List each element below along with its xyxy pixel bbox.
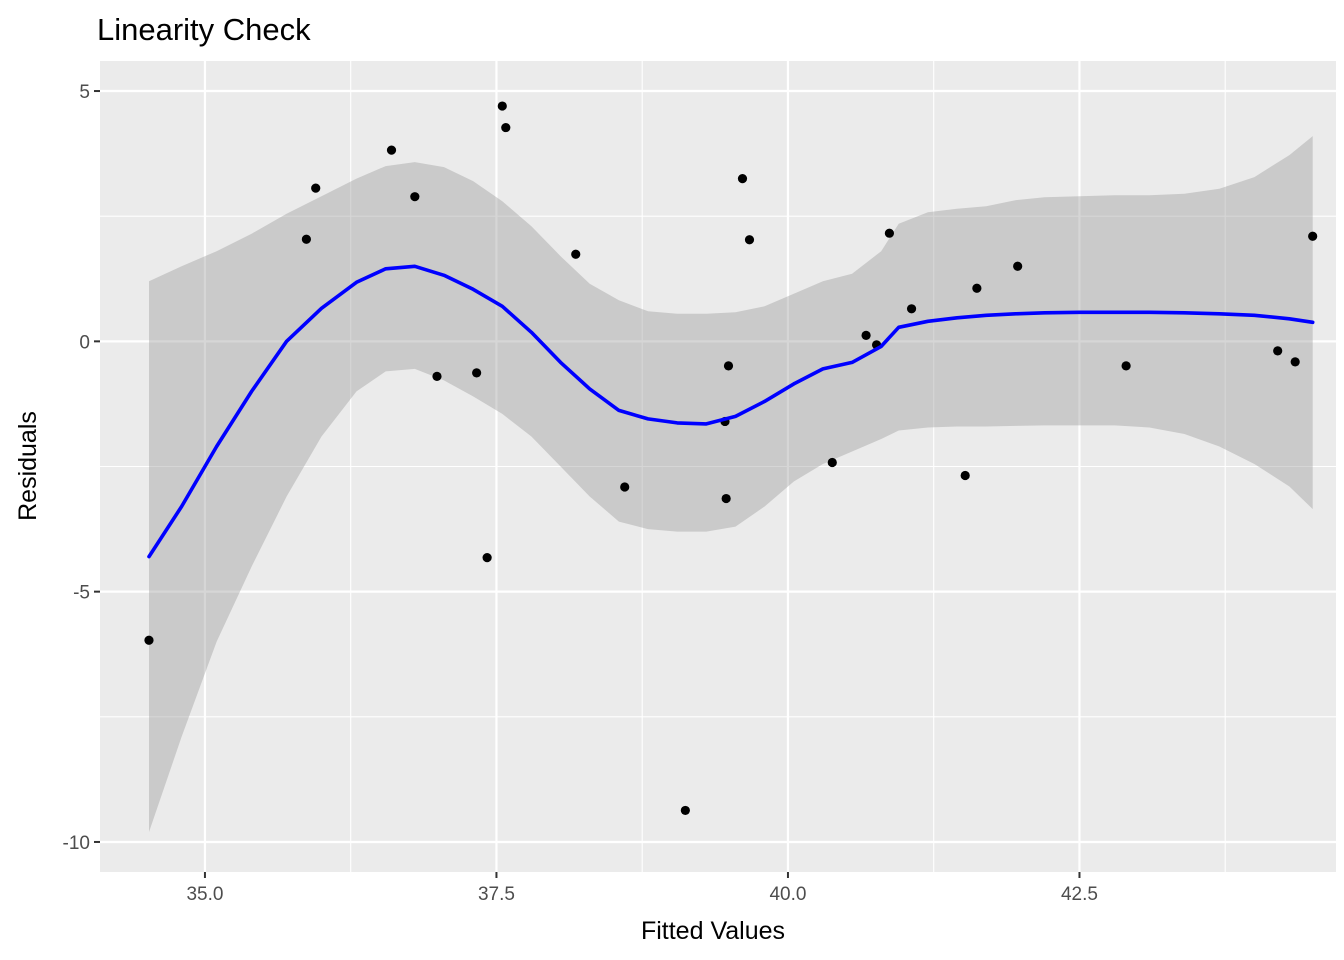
data-point <box>571 249 581 259</box>
data-point <box>1308 231 1318 241</box>
data-point <box>1273 346 1283 356</box>
data-point <box>311 183 321 193</box>
grid-major <box>100 61 1336 872</box>
y-axis-ticks: 5 0 -5 -10 <box>63 82 100 854</box>
data-point <box>1290 357 1300 367</box>
x-tick-label: 40.0 <box>769 884 806 905</box>
data-point <box>721 493 731 504</box>
data-point <box>906 304 917 314</box>
data-point <box>472 368 482 378</box>
data-point <box>744 235 755 245</box>
y-tick-label: -10 <box>63 833 90 854</box>
data-point <box>497 101 507 111</box>
x-axis-ticks: 35.0 37.5 40.0 42.5 <box>186 872 1098 905</box>
data-point <box>737 174 748 184</box>
data-point <box>386 145 397 155</box>
data-point <box>884 228 895 238</box>
data-point <box>972 283 982 293</box>
x-tick-label: 37.5 <box>478 884 515 905</box>
data-point <box>410 192 420 202</box>
data-point <box>723 361 734 371</box>
data-point <box>1121 361 1131 371</box>
chart-title: Linearity Check <box>97 12 311 47</box>
x-tick-label: 42.5 <box>1061 884 1098 905</box>
confidence-band-layer <box>149 136 1313 833</box>
data-point <box>861 330 871 340</box>
y-tick-label: 5 <box>79 82 90 103</box>
grid-minor <box>100 61 1336 872</box>
data-point <box>432 371 442 381</box>
data-point <box>1013 261 1023 271</box>
x-tick-label: 35.0 <box>186 884 223 905</box>
data-point <box>680 805 690 816</box>
data-point <box>960 470 970 481</box>
smooth-line-layer <box>147 264 1315 559</box>
y-tick-label: 0 <box>79 332 90 353</box>
points-layer <box>144 101 1318 816</box>
y-tick-label: -5 <box>73 583 90 604</box>
data-point <box>144 635 154 645</box>
smooth-line <box>147 264 1315 559</box>
y-axis-title: Residuals <box>14 411 42 521</box>
confidence-band <box>149 136 1313 833</box>
data-point <box>501 122 511 133</box>
data-point <box>482 553 492 563</box>
data-point <box>620 482 630 492</box>
data-point <box>301 234 311 244</box>
data-point <box>827 457 837 468</box>
x-axis-title: Fitted Values <box>641 917 785 945</box>
